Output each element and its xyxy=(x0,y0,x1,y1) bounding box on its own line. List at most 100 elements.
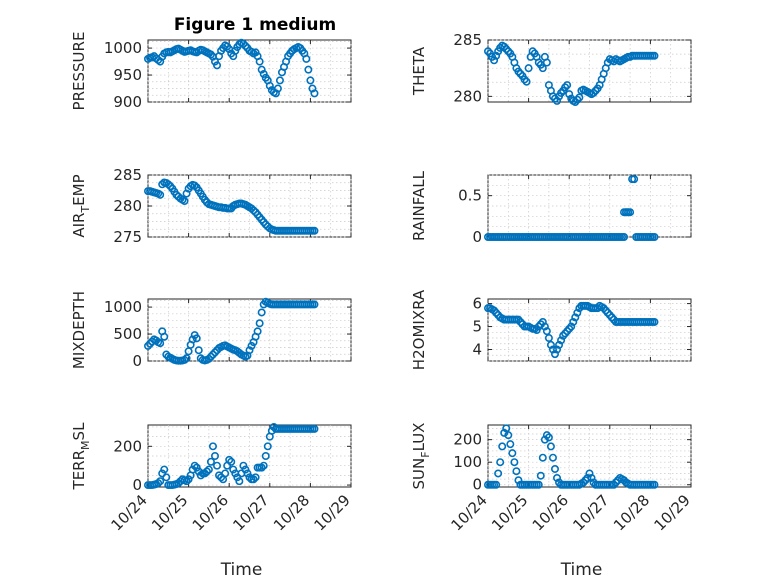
data-point xyxy=(522,77,531,86)
data-point xyxy=(538,317,547,326)
data-point xyxy=(492,480,501,489)
figure-title: Figure 1 medium xyxy=(174,15,336,35)
data-point xyxy=(538,453,547,462)
y-tick-label: 500 xyxy=(113,325,142,343)
data-point xyxy=(536,471,545,480)
data-point xyxy=(585,469,594,478)
x-tick-label: 10/27 xyxy=(229,491,272,534)
y-tick-label: 1000 xyxy=(104,39,142,57)
data-point xyxy=(567,322,576,331)
data-point xyxy=(265,81,274,90)
x-tick-label: 10/26 xyxy=(529,491,572,534)
y-axis-label: H2OMIXRA xyxy=(410,289,428,370)
data-point xyxy=(310,300,319,309)
panel-6: 4 5 6 H2OMIXRA xyxy=(410,289,692,370)
data-point xyxy=(261,451,270,460)
data-point xyxy=(498,442,507,451)
panel-3: 275 280 285 AIRTEMP xyxy=(70,166,352,246)
data-point xyxy=(546,340,555,349)
data-point xyxy=(542,58,551,67)
data-point xyxy=(154,479,163,488)
data-point xyxy=(182,477,191,486)
data-point xyxy=(202,467,211,476)
data-point xyxy=(241,41,250,50)
data-point xyxy=(245,346,254,355)
data-point xyxy=(243,469,252,478)
data-point xyxy=(259,461,268,470)
y-tick-label: 900 xyxy=(113,93,142,111)
data-point xyxy=(573,308,582,317)
data-point xyxy=(190,181,199,190)
data-point xyxy=(273,84,282,93)
data-point xyxy=(255,319,264,328)
data-point xyxy=(553,473,562,482)
y-tick-label: 0 xyxy=(472,476,482,494)
data-point xyxy=(184,475,193,484)
x-tick-label: 10/28 xyxy=(270,491,313,534)
y-tick-label: 0.5 xyxy=(458,187,482,205)
data-point xyxy=(306,76,315,85)
data-point xyxy=(540,322,549,331)
data-point xyxy=(502,424,511,433)
y-tick-label: 6 xyxy=(472,295,482,313)
data-point xyxy=(182,354,191,363)
data-point xyxy=(206,352,215,361)
data-point xyxy=(239,39,248,48)
panel-5: 0 500 1000 MIXDEPTH xyxy=(70,291,352,370)
x-tick-label: 10/26 xyxy=(189,491,232,534)
x-tick-label: 10/25 xyxy=(148,491,191,534)
data-point xyxy=(239,461,248,470)
data-point xyxy=(510,458,519,467)
data-point xyxy=(241,465,250,474)
y-tick-label: 100 xyxy=(453,453,482,471)
data-point xyxy=(263,442,272,451)
data-point xyxy=(162,473,171,482)
data-point xyxy=(563,81,572,90)
data-point xyxy=(496,458,505,467)
y-tick-label: 950 xyxy=(113,66,142,84)
x-tick-label: 10/28 xyxy=(610,491,653,534)
data-point xyxy=(188,335,197,344)
data-point xyxy=(540,435,549,444)
data-point xyxy=(194,346,203,355)
data-point xyxy=(310,424,319,433)
data-point xyxy=(534,480,543,489)
x-tick-label: 10/27 xyxy=(569,491,612,534)
data-point xyxy=(553,345,562,354)
y-tick-label: 1000 xyxy=(104,298,142,316)
data-point xyxy=(206,457,215,466)
data-point xyxy=(500,428,509,437)
data-point xyxy=(160,332,169,341)
data-point xyxy=(620,233,629,242)
y-axis-label: THETA xyxy=(410,46,428,96)
data-point xyxy=(650,51,659,60)
data-point xyxy=(253,327,262,336)
data-point xyxy=(206,50,215,59)
y-tick-label: 5 xyxy=(472,318,482,336)
y-axis-label: AIRTEMP xyxy=(70,174,92,237)
data-point xyxy=(204,465,213,474)
data-point xyxy=(555,340,564,349)
data-point xyxy=(192,334,201,343)
data-point xyxy=(587,473,596,482)
data-point xyxy=(208,350,217,359)
data-point xyxy=(492,51,501,60)
data-point xyxy=(490,56,499,65)
data-point xyxy=(544,334,553,343)
data-point xyxy=(225,455,234,464)
x-tick-label: 10/24 xyxy=(448,491,491,534)
data-point xyxy=(304,65,313,74)
data-point xyxy=(550,464,559,473)
y-tick-label: 285 xyxy=(113,166,142,184)
data-point xyxy=(144,341,153,350)
data-point xyxy=(650,480,659,489)
panel-1: 900 950 1000 PRESSURE xyxy=(70,32,352,111)
data-point xyxy=(548,345,557,354)
data-point xyxy=(538,64,547,73)
y-tick-label: 4 xyxy=(472,341,482,359)
data-point xyxy=(650,317,659,326)
data-point xyxy=(156,477,165,486)
